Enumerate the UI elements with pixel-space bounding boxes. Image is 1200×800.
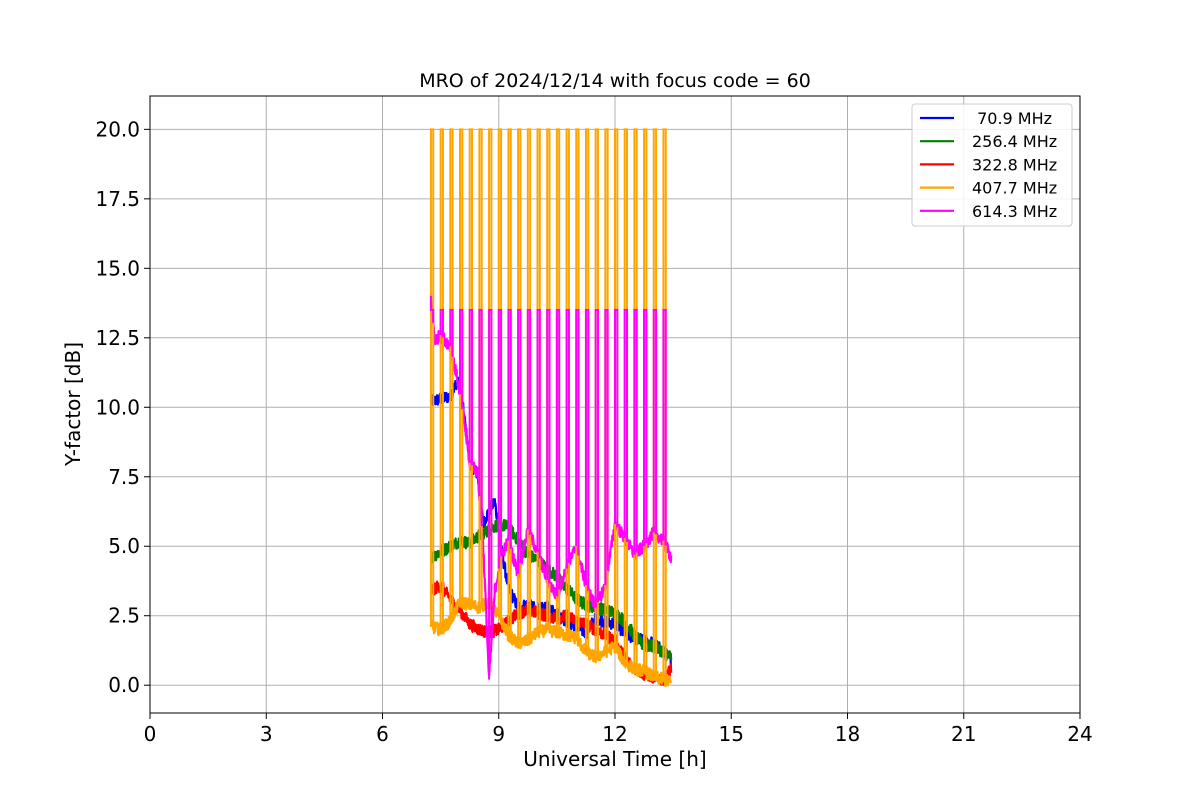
legend-label: 407.7 MHz — [972, 179, 1057, 198]
legend-box — [911, 103, 1073, 227]
y-tick-label: 0.0 — [108, 673, 140, 697]
calibration-spike — [497, 309, 503, 569]
legend-label: 70.9 MHz — [972, 109, 1052, 128]
x-tick-label: 3 — [260, 722, 273, 746]
calibration-spike — [526, 309, 532, 535]
x-tick-label: 9 — [492, 722, 505, 746]
chart-title: MRO of 2024/12/14 with focus code = 60 — [419, 70, 811, 92]
calibration-spike — [643, 309, 648, 547]
calibration-spike — [449, 128, 454, 622]
y-tick-label: 5.0 — [108, 534, 140, 558]
calibration-spike — [594, 309, 599, 608]
x-axis-label: Universal Time [h] — [523, 747, 706, 771]
series-line — [430, 516, 673, 662]
calibration-spike — [517, 309, 522, 575]
calibration-spike — [614, 309, 619, 528]
calibration-spike — [652, 309, 658, 535]
legend-label: 322.8 MHz — [972, 155, 1057, 174]
y-tick-label: 2.5 — [108, 604, 140, 628]
y-tick-label: 17.5 — [95, 187, 140, 211]
y-tick-label: 7.5 — [108, 465, 140, 489]
calibration-spike — [468, 309, 474, 466]
x-tick-label: 24 — [1067, 722, 1092, 746]
calibration-spike — [507, 309, 512, 549]
calibration-spike — [623, 309, 629, 542]
calibration-spike — [565, 309, 570, 569]
calibration-spike — [478, 309, 483, 527]
calibration-spike — [429, 128, 435, 628]
x-tick-label: 0 — [144, 722, 157, 746]
x-axis-ticks: 0 3 6 9 12 15 18 21 24 — [144, 713, 1093, 746]
y-axis-label: Y-factor [dB] — [61, 342, 85, 467]
y-tick-label: 15.0 — [95, 256, 140, 280]
series-layer — [429, 128, 673, 687]
y-tick-label: 10.0 — [95, 395, 140, 419]
series-line — [429, 295, 673, 677]
x-tick-label: 15 — [719, 722, 744, 746]
calibration-spike — [546, 309, 551, 584]
legend: 70.9 MHz 256.4 MHz 322.8 MHz 407.7 MHz 614.3… — [911, 103, 1073, 227]
calibration-spike — [459, 309, 464, 409]
calibration-spike — [449, 309, 454, 357]
calibration-spike — [604, 309, 609, 586]
calibration-spike — [662, 309, 667, 546]
x-tick-label: 21 — [951, 722, 976, 746]
calibration-spike — [536, 309, 541, 559]
x-tick-label: 18 — [835, 722, 860, 746]
calibration-spike — [555, 309, 561, 597]
calibration-spike — [633, 309, 638, 555]
calibration-spike — [584, 309, 590, 591]
legend-label: 614.3 MHz — [972, 202, 1057, 221]
x-tick-label: 12 — [602, 722, 627, 746]
y-tick-label: 12.5 — [95, 326, 140, 350]
legend-label: 256.4 MHz — [972, 132, 1057, 151]
y-tick-label: 20.0 — [95, 117, 140, 141]
calibration-spike — [439, 309, 444, 338]
calibration-spike — [429, 296, 435, 323]
calibration-spike — [488, 309, 493, 680]
calibration-spike — [575, 309, 580, 556]
x-tick-label: 6 — [376, 722, 389, 746]
calibration-spike — [439, 128, 444, 630]
y-axis-ticks: 0.0 2.5 5.0 7.5 10.0 12.5 15.0 17.5 20.0 — [95, 117, 150, 697]
series-line — [429, 595, 673, 687]
